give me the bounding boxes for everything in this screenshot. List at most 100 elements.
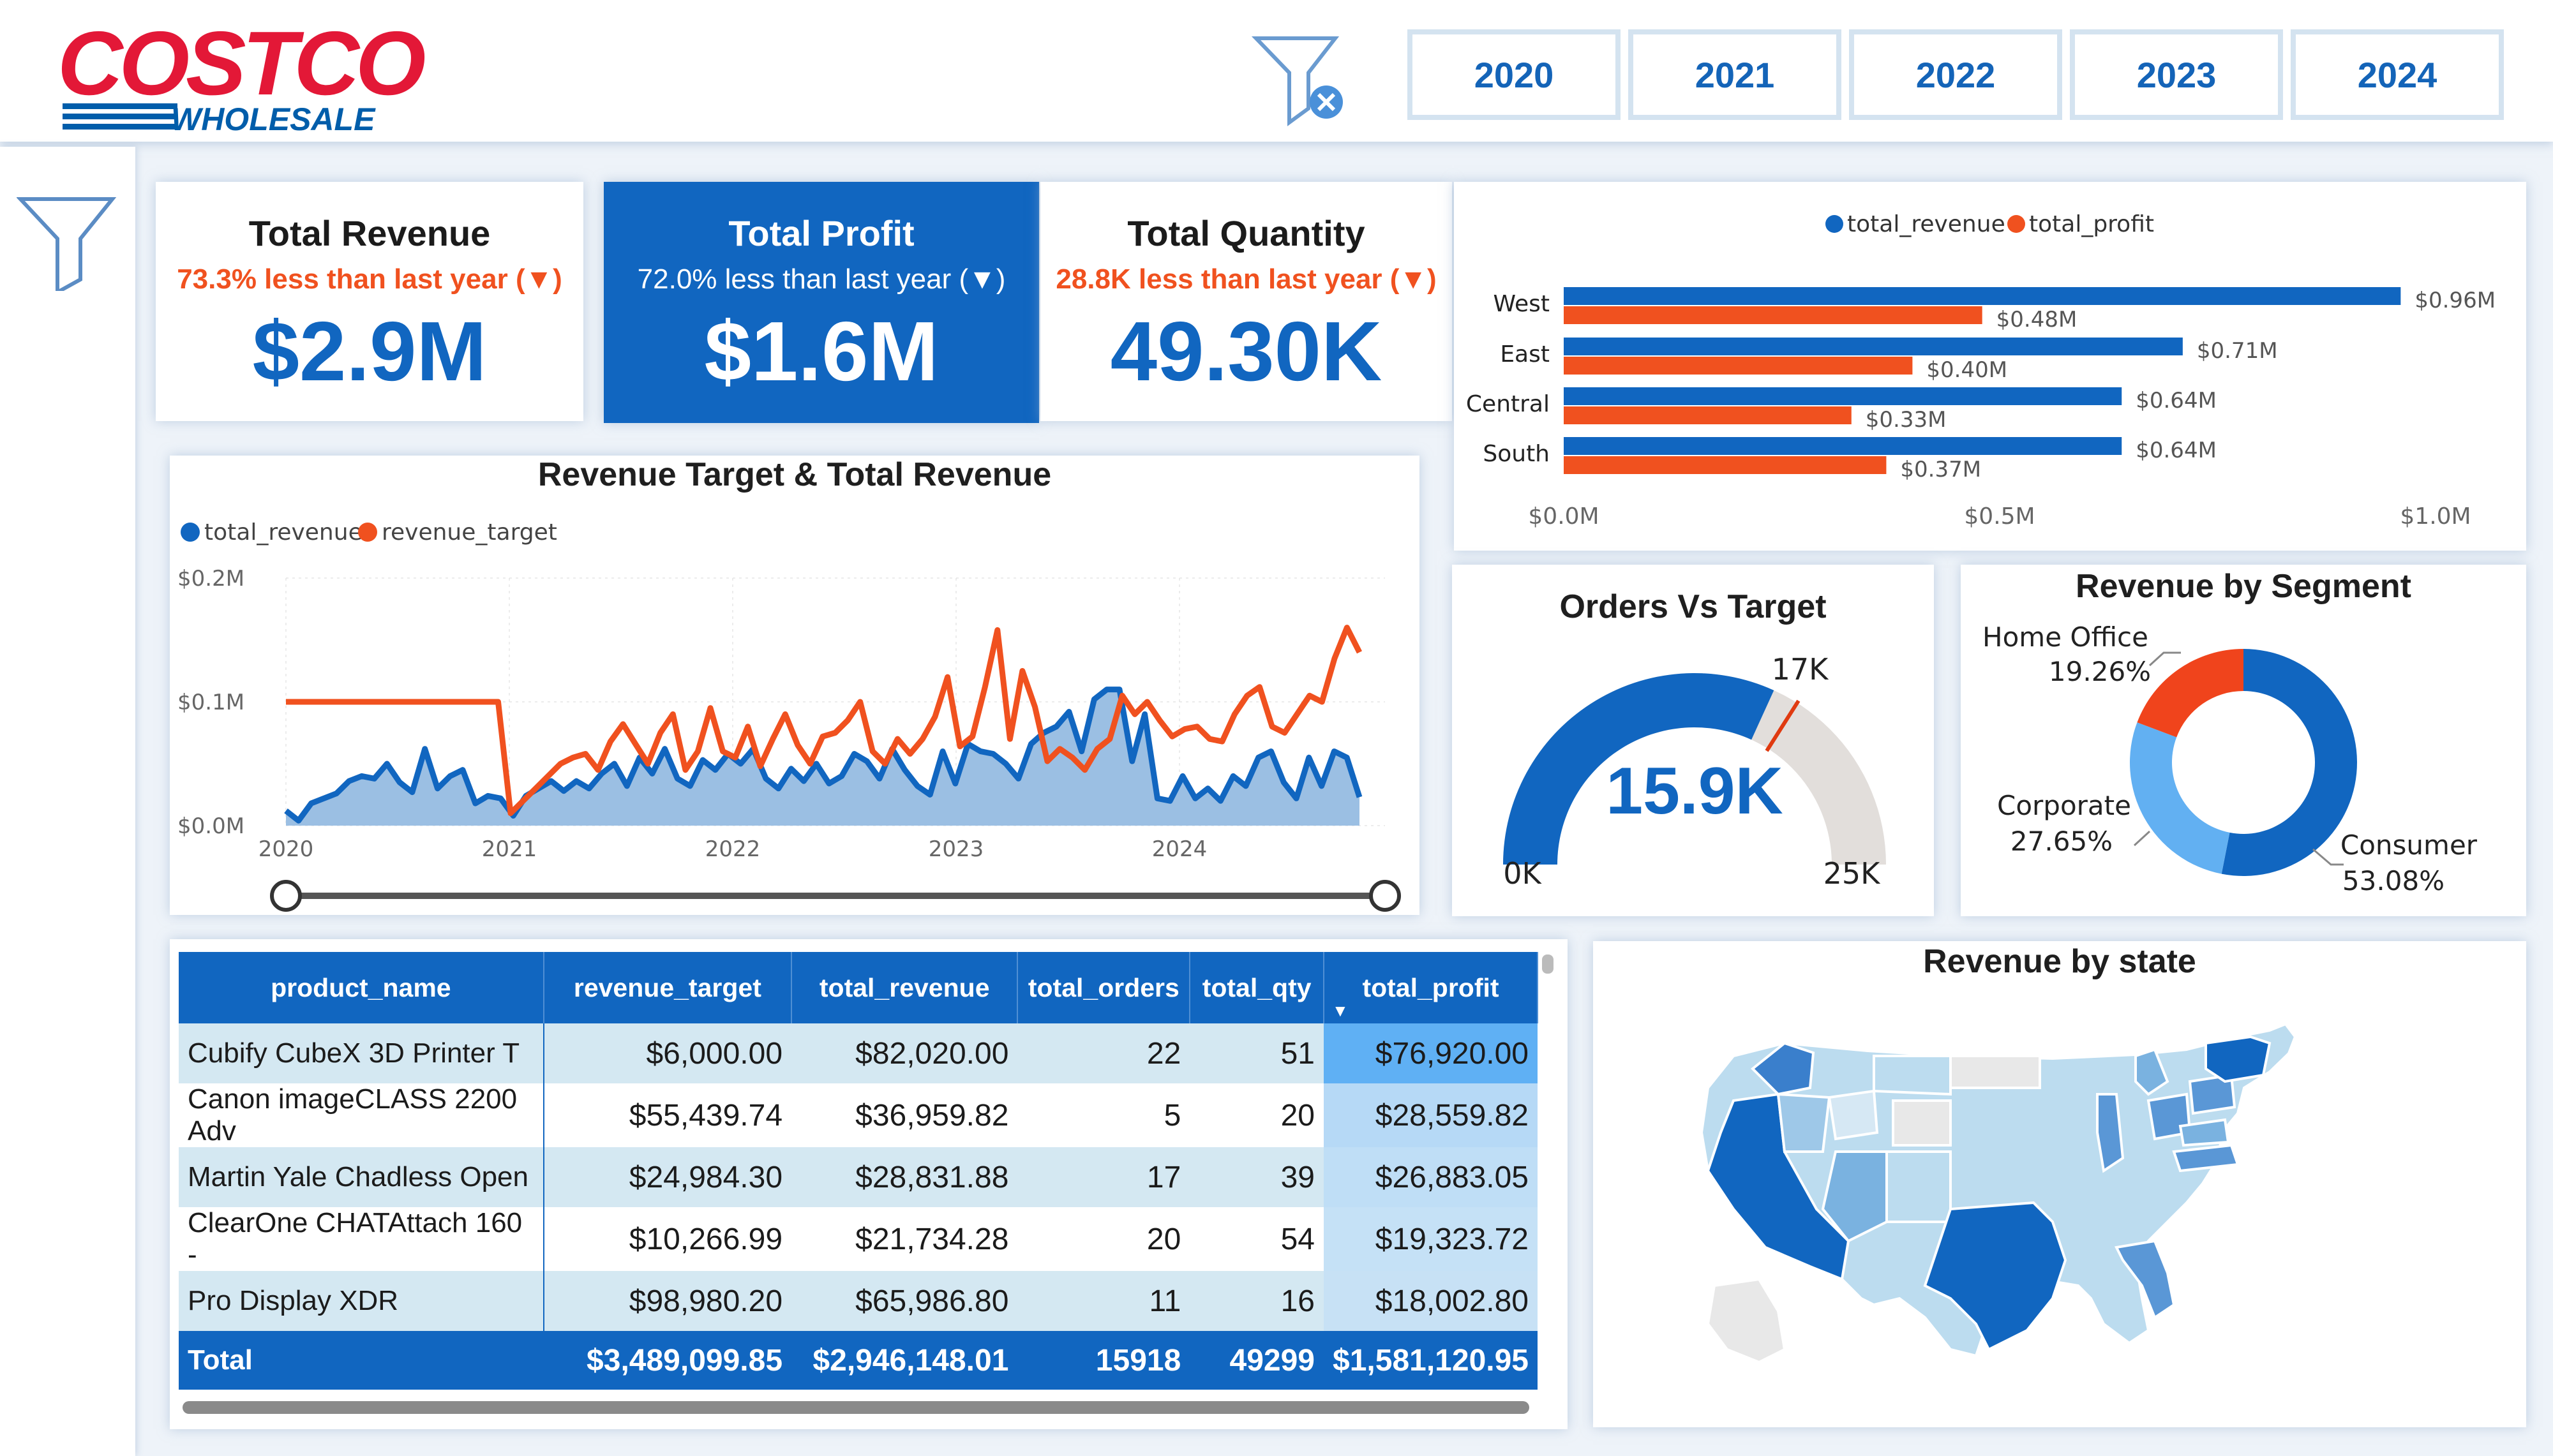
- gauge-value-arc: [1503, 673, 1774, 865]
- map-state-wy[interactable]: [1892, 1099, 1952, 1147]
- label-consumer-pct: 53.08%: [2342, 865, 2444, 896]
- map-state-id[interactable]: [1827, 1089, 1879, 1141]
- kpi-title: Total Revenue: [248, 213, 491, 253]
- kpi-card-total-revenue: Total Revenue 73.3% less than last year …: [156, 182, 583, 421]
- legend-swatch-profit: [2007, 215, 2025, 233]
- table-row[interactable]: Cubify CubeX 3D Printer T $6,000.00 $82,02…: [179, 1023, 1538, 1083]
- table-row[interactable]: Canon imageCLASS 2200 Adv $55,439.74 $36,9…: [179, 1083, 1538, 1147]
- map-state-wa[interactable]: [1751, 1041, 1815, 1096]
- map-state-nc[interactable]: [2172, 1143, 2240, 1173]
- col-header-product-name[interactable]: product_name: [179, 952, 544, 1023]
- bar-total_revenue[interactable]: [1564, 338, 2183, 355]
- cell-total-revenue: $36,959.82: [791, 1083, 1018, 1147]
- col-header-revenue-target[interactable]: revenue_target: [543, 952, 793, 1023]
- total-revenue-target: $3,489,099.85: [543, 1331, 792, 1390]
- gauge-target-label: 17K: [1772, 652, 1830, 687]
- table-row[interactable]: Pro Display XDR $98,980.20 $65,986.80 11 16 $…: [179, 1271, 1538, 1331]
- sort-desc-icon[interactable]: ▼: [1331, 1001, 1349, 1020]
- col-header-total-revenue[interactable]: total_revenue: [791, 952, 1019, 1023]
- legend-label-profit: total_profit: [2029, 211, 2154, 237]
- date-range-slider-end-handle[interactable]: [1369, 880, 1401, 912]
- col-header-total-profit[interactable]: total_profit ▼: [1323, 952, 1539, 1023]
- year-button-2024[interactable]: 2024: [2291, 29, 2504, 120]
- year-button-2021[interactable]: 2021: [1628, 29, 1841, 120]
- table-scrollbar-horizontal[interactable]: [183, 1401, 1529, 1414]
- cell-total-profit: $76,920.00: [1323, 1023, 1538, 1083]
- bar-total_revenue[interactable]: [1564, 437, 2122, 455]
- x-tick-label: 2023: [929, 836, 984, 862]
- revenue-trend-chart: total_revenue revenue_target $0.0M $0.1M $…: [177, 519, 1401, 912]
- total-total-orders: 15918: [1017, 1331, 1190, 1390]
- year-button-2020[interactable]: 2020: [1407, 29, 1621, 120]
- cell-total-qty: 16: [1190, 1271, 1324, 1331]
- legend-label-revenue: total_revenue: [204, 519, 363, 546]
- cell-product-name: Martin Yale Chadless Open: [179, 1147, 544, 1207]
- map-state-ny[interactable]: [2205, 1035, 2272, 1083]
- map-state-nm[interactable]: [1885, 1150, 1952, 1223]
- cell-total-orders: 20: [1017, 1207, 1190, 1271]
- map-title: Revenue by state: [1923, 943, 2196, 980]
- region-bar-chart-card: total_revenue total_profit West $0.96M $0.…: [1454, 182, 2526, 551]
- cell-total-qty: 51: [1190, 1023, 1324, 1083]
- cell-total-orders: 17: [1017, 1147, 1190, 1207]
- cell-product-name: Pro Display XDR: [179, 1271, 544, 1331]
- x-tick-label: $0.5M: [1964, 503, 2035, 530]
- map-state-il[interactable]: [2096, 1093, 2125, 1173]
- cell-total-profit: $28,559.82: [1323, 1083, 1538, 1147]
- donut-slice-corporate[interactable]: [2130, 722, 2230, 874]
- map-state-az[interactable]: [1821, 1150, 1888, 1243]
- bar-total_profit[interactable]: [1564, 306, 1982, 324]
- col-header-total-qty[interactable]: total_qty: [1190, 952, 1324, 1023]
- x-tick-label: $1.0M: [2400, 503, 2471, 530]
- map-state-tx[interactable]: [1923, 1201, 2067, 1351]
- gauge-max-label: 25K: [1823, 856, 1882, 891]
- gauge-title: Orders Vs Target: [1559, 588, 1827, 625]
- data-label-total_revenue: $0.71M: [2197, 338, 2278, 364]
- year-button-2022[interactable]: 2022: [1849, 29, 2062, 120]
- map-state-mt[interactable]: [1873, 1055, 1952, 1096]
- kpi-delta: 73.3% less than last year (▼): [177, 264, 562, 295]
- cell-total-qty: 54: [1190, 1207, 1324, 1271]
- map-state-nd[interactable]: [1949, 1055, 2041, 1089]
- bar-total_revenue[interactable]: [1564, 387, 2122, 405]
- gauge-value: 15.9K: [1606, 754, 1783, 828]
- table-scrollbar-vertical[interactable]: [1542, 955, 1554, 974]
- map-state-mi[interactable]: [2134, 1048, 2169, 1096]
- filter-clear-icon[interactable]: [1251, 33, 1353, 129]
- bar-total_revenue[interactable]: [1564, 287, 2401, 305]
- map-state-nv[interactable]: [1776, 1092, 1831, 1153]
- bar-total_profit[interactable]: [1564, 406, 1852, 424]
- bar-total_profit[interactable]: [1564, 456, 1887, 474]
- series-line-total_revenue[interactable]: [284, 687, 1363, 824]
- kpi-title: Total Profit: [728, 213, 915, 253]
- kpi-card-total-quantity: Total Quantity 28.8K less than last year…: [1040, 182, 1452, 421]
- cell-product-name: Canon imageCLASS 2200 Adv: [179, 1083, 544, 1147]
- total-total-revenue: $2,946,148.01: [791, 1331, 1018, 1390]
- donut-slice-consumer[interactable]: [2221, 649, 2357, 876]
- date-range-slider-start-handle[interactable]: [270, 880, 302, 912]
- series-line-revenue_target[interactable]: [286, 625, 1363, 817]
- data-label-total_profit: $0.37M: [1900, 457, 1981, 482]
- cell-total-qty: 39: [1190, 1147, 1324, 1207]
- series-area-total_revenue: [286, 689, 1359, 826]
- col-header-total-orders[interactable]: total_orders: [1017, 952, 1191, 1023]
- category-label: South: [1483, 441, 1550, 467]
- legend-label-target: revenue_target: [382, 519, 557, 546]
- donut-slice-home-office[interactable]: [2137, 649, 2243, 738]
- cell-total-orders: 11: [1017, 1271, 1190, 1331]
- cell-total-revenue: $28,831.88: [791, 1147, 1018, 1207]
- map-state-ak[interactable]: [1706, 1277, 1786, 1364]
- filter-icon[interactable]: [16, 195, 119, 296]
- label-corporate-pct: 27.65%: [2010, 826, 2113, 857]
- table-row[interactable]: Martin Yale Chadless Open $24,984.30 $28,8…: [179, 1147, 1538, 1207]
- map-state-fl[interactable]: [2115, 1239, 2176, 1320]
- kpi-value: 49.30K: [1110, 304, 1382, 398]
- cell-total-orders: 5: [1017, 1083, 1190, 1147]
- table-row[interactable]: ClearOne CHATAttach 160 - $10,266.99 $21,7…: [179, 1207, 1538, 1271]
- legend-swatch-target: [358, 523, 377, 542]
- segment-donut-chart: Home Office 19.26% Corporate 27.65% Cons…: [1982, 621, 2478, 896]
- cell-total-revenue: $82,020.00: [791, 1023, 1018, 1083]
- bar-total_profit[interactable]: [1564, 357, 1913, 375]
- year-button-2023[interactable]: 2023: [2070, 29, 2283, 120]
- map-state-va[interactable]: [2178, 1118, 2230, 1147]
